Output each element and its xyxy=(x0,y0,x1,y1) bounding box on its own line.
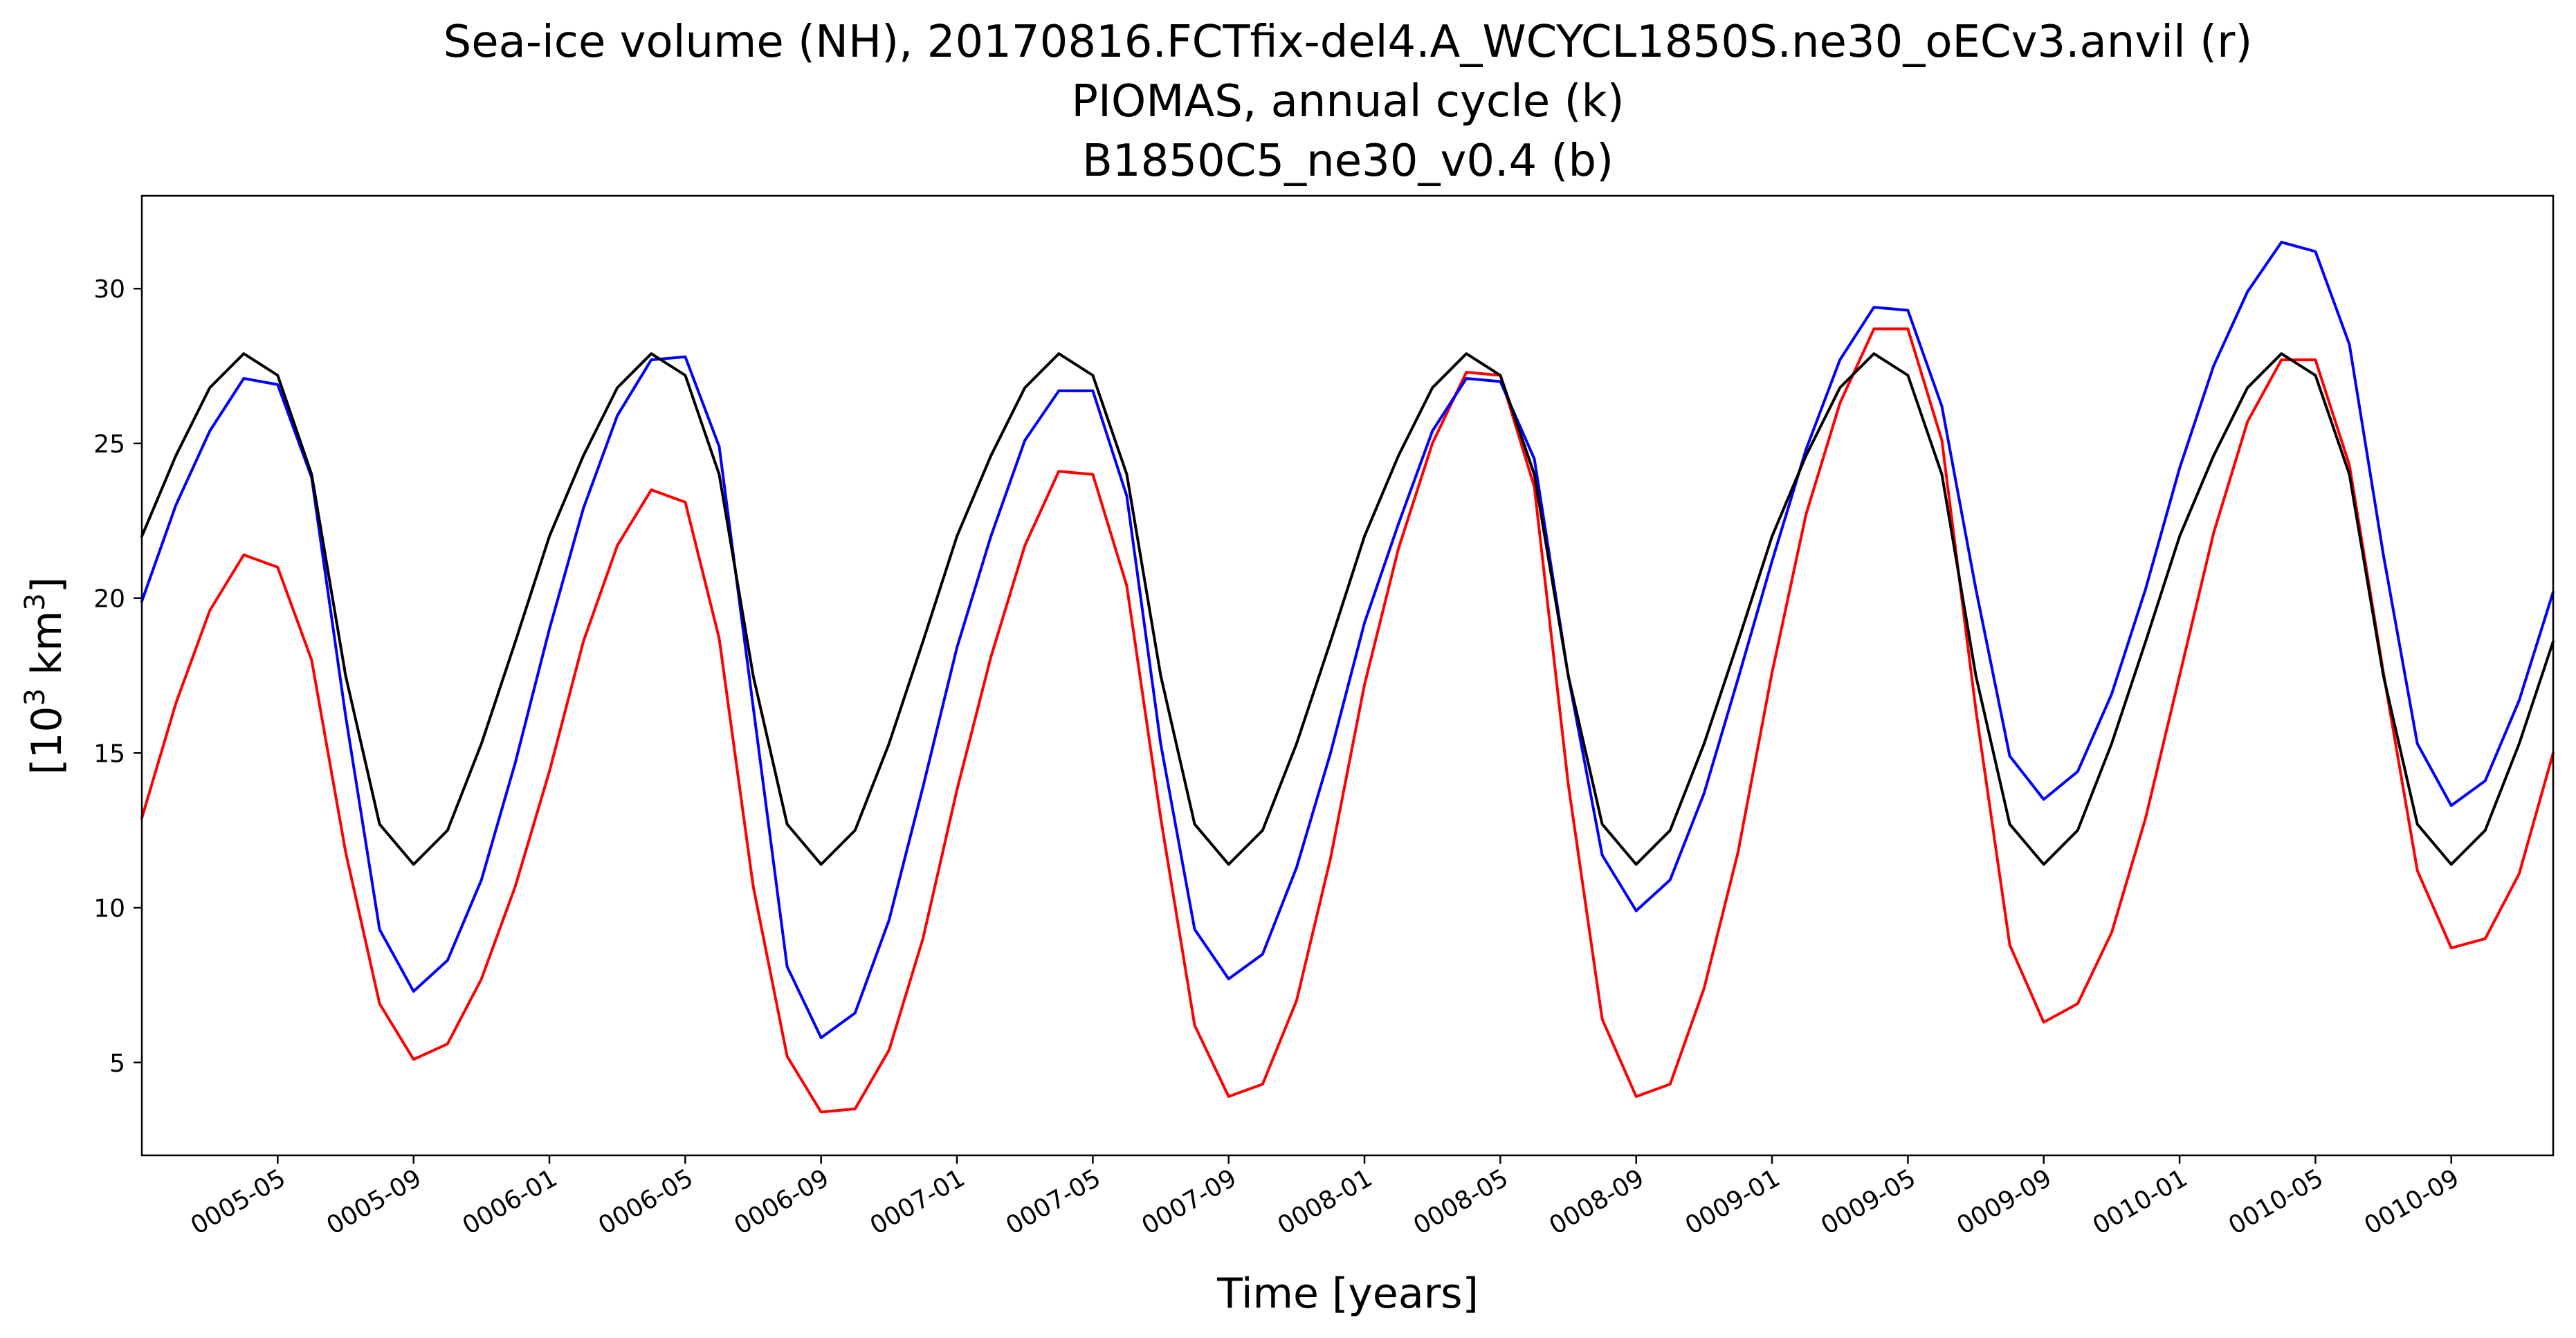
series-line-1 xyxy=(140,327,2555,1114)
chart-title: Sea-ice volume (NH), 20170816.FCTfix-del… xyxy=(444,17,2253,68)
x-tick-label: 0010-05 xyxy=(2224,1164,2328,1240)
y-tick-label: 20 xyxy=(93,585,125,614)
y-tick-label: 30 xyxy=(93,275,125,304)
x-tick-label: 0006-05 xyxy=(594,1164,698,1240)
x-tick-label: 0008-01 xyxy=(1273,1164,1378,1240)
series-line-2 xyxy=(140,241,2555,1039)
x-tick-label: 0007-09 xyxy=(1137,1164,1241,1240)
x-tick-label: 0010-01 xyxy=(2088,1164,2193,1240)
x-tick-label: 0009-05 xyxy=(1816,1164,1921,1240)
series-layer xyxy=(140,241,2555,1114)
x-tick-label: 0007-05 xyxy=(1001,1164,1106,1240)
x-tick-label: 0006-01 xyxy=(458,1164,563,1240)
y-axis-label-sup1: 3 xyxy=(19,688,51,706)
x-tick-label: 0010-09 xyxy=(2359,1164,2464,1240)
y-tick-label: 25 xyxy=(93,430,125,459)
ticks-layer: 5 10 15 20 25 30 0005-05 0005-09 0006-01 0006-05 0… xyxy=(93,275,2464,1240)
y-tick-label: 10 xyxy=(93,895,125,923)
y-tick-label: 15 xyxy=(93,740,125,768)
x-tick-label: 0007-01 xyxy=(866,1164,970,1240)
x-axis-label: Time [years] xyxy=(1216,1270,1479,1318)
x-tick-label: 0009-09 xyxy=(1952,1164,2056,1240)
y-tick-label: 5 xyxy=(109,1050,125,1078)
x-tick-label: 0006-09 xyxy=(729,1164,834,1240)
y-axis-label-sup2: 3 xyxy=(19,593,51,610)
x-tick-label: 0008-09 xyxy=(1544,1164,1649,1240)
x-tick-label: 0005-09 xyxy=(322,1164,426,1240)
x-tick-label: 0008-05 xyxy=(1409,1164,1513,1240)
y-axis-label: [103 km3] xyxy=(19,577,71,775)
plot-frame xyxy=(140,194,2555,1157)
series-line-3 xyxy=(140,352,2555,866)
x-tick-label: 0005-05 xyxy=(186,1164,291,1240)
y-axis-label-end: ] xyxy=(23,577,71,593)
chart-subtitle-2: B1850C5_ne30_v0.4 (b) xyxy=(1082,136,1614,187)
y-axis-label-base: [10 xyxy=(23,706,71,775)
y-axis-label-mid: km xyxy=(23,611,71,688)
chart-subtitle-1: PIOMAS, annual cycle (k) xyxy=(1071,76,1624,127)
x-tick-label: 0009-01 xyxy=(1681,1164,1785,1240)
